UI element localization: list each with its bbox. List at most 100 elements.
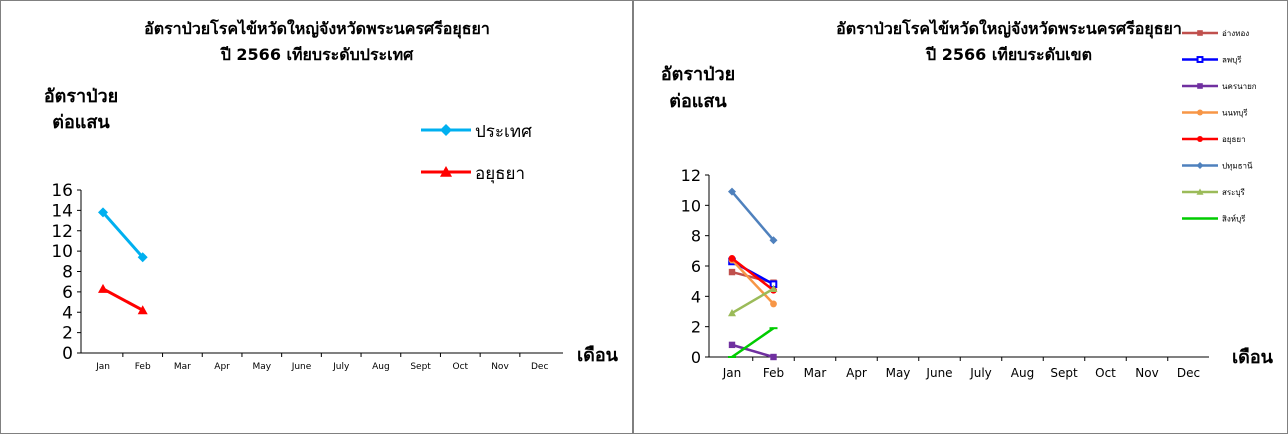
x-tick-label: Aug xyxy=(372,362,390,372)
y-tick-label: 8 xyxy=(691,227,701,246)
regional-comparison-chart: อัตราป่วยโรคไข้หวัดใหญ่จังหวัดพระนครศรีอ… xyxy=(661,18,1274,380)
regional-comparison-chart-panel: อัตราป่วยโรคไข้หวัดใหญ่จังหวัดพระนครศรีอ… xyxy=(633,0,1288,434)
x-tick-label: July xyxy=(332,362,350,372)
series-5-group xyxy=(728,187,778,245)
y-tick-label: 0 xyxy=(691,348,701,367)
series-4-group xyxy=(728,255,777,294)
x-axis-label: เดือน xyxy=(577,345,619,366)
chart-title-line1: อัตราป่วยโรคไข้หวัดใหญ่จังหวัดพระนครศรีอ… xyxy=(836,18,1182,39)
series-2-group xyxy=(728,341,777,361)
series-line xyxy=(731,257,775,292)
x-tick-label: June xyxy=(925,366,952,380)
y-tick-label: 14 xyxy=(51,201,73,221)
legend-label: อยุธยา xyxy=(475,164,525,184)
legend-label: ปทุมธานี xyxy=(1222,162,1253,171)
x-tick-label: Mar xyxy=(804,366,827,380)
legend-label: สระบุรี xyxy=(1222,188,1246,197)
y-axis-label-line2: ต่อแสน xyxy=(52,112,110,133)
chart-title-line1: อัตราป่วยโรคไข้หวัดใหญ่จังหวัดพระนครศรีอ… xyxy=(144,18,490,39)
legend-item: ลพบุรี xyxy=(1182,56,1242,65)
legend-item: สิงห์บุรี xyxy=(1182,214,1246,224)
series-line xyxy=(731,343,774,359)
y-tick-label: 8 xyxy=(62,263,73,283)
data-point xyxy=(728,341,736,349)
data-point xyxy=(769,236,778,245)
legend-marker xyxy=(1197,136,1203,142)
legend-label: ประเทศ xyxy=(475,122,532,142)
x-tick-label: Feb xyxy=(763,366,784,380)
series-0-group xyxy=(98,207,148,263)
y-tick-label: 6 xyxy=(62,283,73,303)
y-tick-label: 4 xyxy=(691,287,701,306)
legend-marker xyxy=(1197,83,1203,89)
data-point xyxy=(137,305,148,315)
x-tick-label: Jan xyxy=(95,362,110,372)
legend-item: นนทบุรี xyxy=(1182,109,1248,118)
x-tick-label: Sept xyxy=(1050,366,1078,380)
y-tick-label: 0 xyxy=(62,344,73,364)
series-line xyxy=(731,190,775,242)
x-tick-label: Sept xyxy=(410,362,431,372)
legend-item: สระบุรี xyxy=(1182,188,1246,197)
x-tick-label: Apr xyxy=(846,366,867,380)
legend-marker xyxy=(1196,162,1204,169)
y-tick-label: 12 xyxy=(51,222,73,242)
series-line xyxy=(101,211,144,259)
chart-title-line2: ปี 2566 เทียบระดับเขต xyxy=(925,45,1092,64)
legend-marker xyxy=(1197,109,1203,116)
y-tick-label: 10 xyxy=(51,242,73,262)
series-line xyxy=(731,327,775,359)
legend-item: ปทุมธานี xyxy=(1182,162,1253,171)
x-tick-label: Feb xyxy=(135,362,151,372)
x-tick-label: May xyxy=(252,362,271,372)
series-line xyxy=(731,287,775,315)
x-tick-label: Nov xyxy=(491,362,509,372)
data-point xyxy=(728,187,736,196)
national-comparison-chart: อัตราป่วยโรคไข้หวัดใหญ่จังหวัดพระนครศรีอ… xyxy=(44,18,619,372)
data-point xyxy=(98,283,108,293)
y-tick-label: 2 xyxy=(62,324,73,344)
data-point xyxy=(137,252,148,263)
x-tick-label: Mar xyxy=(174,362,191,372)
y-tick-label: 2 xyxy=(691,318,701,337)
x-tick-label: Oct xyxy=(453,362,469,372)
chart-title-line2: ปี 2566 เทียบระดับประเทศ xyxy=(219,45,414,64)
x-tick-label: May xyxy=(886,366,911,380)
x-tick-label: Aug xyxy=(1011,366,1034,380)
y-tick-label: 10 xyxy=(681,196,701,215)
legend-label: สิงห์บุรี xyxy=(1222,214,1246,224)
x-axis-label: เดือน xyxy=(1232,347,1274,368)
x-tick-label: Apr xyxy=(214,362,230,372)
legend-marker xyxy=(440,124,452,136)
data-point xyxy=(98,207,108,218)
series-7-group xyxy=(728,327,778,359)
legend-marker xyxy=(1196,56,1204,63)
y-tick-label: 6 xyxy=(691,257,701,276)
legend-item: อยุธยา xyxy=(1182,135,1246,144)
legend-item: นครนายก xyxy=(1182,82,1257,91)
y-axis-label-line2: ต่อแสน xyxy=(669,91,727,112)
data-point xyxy=(770,353,777,361)
x-tick-label: June xyxy=(291,362,312,372)
x-tick-label: Jan xyxy=(722,366,742,380)
series-1-group xyxy=(98,283,148,315)
legend-item: อยุธยา xyxy=(421,164,525,184)
series-6-group xyxy=(728,284,778,317)
legend-item: อ่างทอง xyxy=(1182,29,1249,38)
legend-marker xyxy=(1196,188,1204,195)
legend-item: ประเทศ xyxy=(421,122,532,142)
data-point xyxy=(728,255,736,262)
y-axis-label-line1: อัตราป่วย xyxy=(44,86,118,107)
data-point xyxy=(769,284,778,292)
y-axis-label-line1: อัตราป่วย xyxy=(661,64,735,85)
x-tick-label: Dec xyxy=(531,362,548,372)
x-tick-label: Oct xyxy=(1095,366,1116,380)
legend-marker xyxy=(1197,30,1203,36)
legend-label: ลพบุรี xyxy=(1222,56,1242,65)
national-comparison-chart-panel: อัตราป่วยโรคไข้หวัดใหญ่จังหวัดพระนครศรีอ… xyxy=(0,0,634,434)
legend-label: นครนายก xyxy=(1222,82,1257,91)
x-tick-label: Nov xyxy=(1135,366,1158,380)
series-line xyxy=(731,259,775,305)
plot-area: 0 2 4 6 8 10 12 Jan Feb Mar Apr May June July Aug Sept O… xyxy=(681,29,1257,380)
series-line xyxy=(102,287,144,312)
